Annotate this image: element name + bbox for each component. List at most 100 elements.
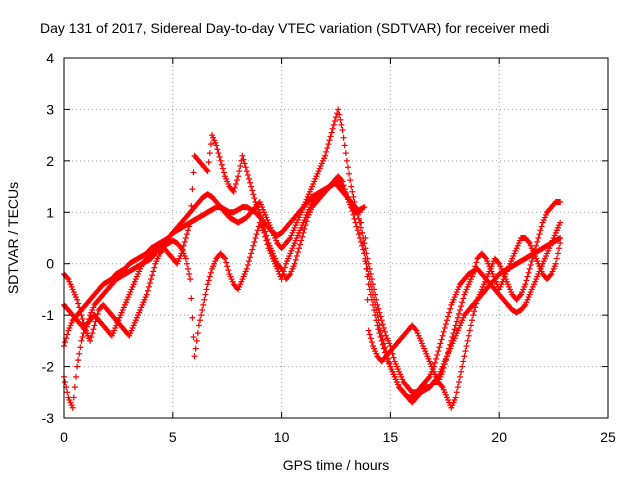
data-point-fill	[459, 299, 466, 306]
data-point-fill	[245, 175, 252, 182]
data-point	[243, 265, 250, 272]
data-point-fill	[80, 319, 87, 326]
data-point-fill	[360, 240, 367, 247]
data-point-fill	[81, 323, 88, 330]
data-point-fill	[450, 330, 457, 337]
data-point-fill	[432, 359, 439, 366]
data-point-fill	[188, 295, 195, 302]
data-point-fill	[375, 305, 382, 312]
data-point	[191, 353, 198, 360]
data-point-fill	[193, 337, 200, 344]
data-point-fill	[277, 264, 284, 271]
data-point-fill	[379, 321, 386, 328]
data-point-fill	[533, 242, 540, 249]
data-point-fill	[76, 304, 83, 311]
data-point-fill	[253, 231, 260, 238]
data-point-fill	[293, 253, 300, 259]
data-point-fill	[179, 246, 186, 253]
data-point-fill	[449, 334, 456, 340]
data-point-fill	[367, 335, 374, 342]
data-point	[457, 307, 464, 313]
data-point-fill	[556, 235, 563, 242]
data-point-fill	[371, 307, 378, 313]
data-point-fill	[249, 246, 256, 253]
data-point-fill	[185, 265, 192, 272]
data-point-fill	[327, 133, 334, 140]
data-point	[470, 271, 477, 277]
data-point	[182, 235, 189, 241]
data-point-fill	[366, 331, 373, 338]
data-point	[378, 337, 385, 344]
x-tick-labels: 0 5 10 15 20 25	[60, 429, 616, 445]
data-point	[200, 301, 207, 308]
data-point	[78, 337, 85, 344]
data-point-fill	[70, 394, 77, 401]
data-point	[243, 168, 250, 175]
series-track-c	[61, 178, 564, 411]
data-point-fill	[251, 238, 258, 245]
data-point	[296, 245, 303, 252]
data-point	[535, 235, 542, 241]
data-point-fill	[538, 223, 545, 230]
data-point-fill	[244, 262, 251, 268]
data-point-fill	[214, 146, 221, 153]
data-point-fill	[462, 348, 469, 355]
data-point-fill	[180, 242, 187, 249]
data-point	[457, 373, 464, 380]
data-point-fill	[303, 218, 310, 225]
data-point-fill	[331, 118, 338, 124]
data-point-fill	[434, 352, 441, 358]
data-point-fill	[186, 271, 193, 277]
data-point-fill	[380, 345, 387, 352]
data-point-fill	[202, 291, 209, 298]
data-point-fill	[64, 274, 71, 281]
data-point-fill	[301, 226, 308, 232]
data-point-fill	[547, 272, 554, 279]
data-point-fill	[344, 164, 351, 171]
data-point	[300, 229, 307, 236]
data-point	[291, 260, 298, 267]
data-point-fill	[342, 190, 349, 196]
data-point	[195, 322, 202, 329]
data-point-fill	[232, 181, 239, 187]
data-point	[69, 404, 76, 411]
data-point-fill	[328, 129, 335, 136]
data-point-fill	[445, 313, 452, 320]
data-point-fill	[446, 309, 453, 316]
data-point-fill	[377, 313, 384, 320]
data-point-fill	[460, 358, 467, 365]
y-tick-label: 1	[46, 204, 54, 220]
data-point-fill	[181, 238, 188, 245]
data-point-fill	[366, 286, 373, 293]
data-point	[378, 317, 385, 324]
data-point-fill	[76, 350, 83, 357]
data-point	[557, 219, 564, 226]
data-point-fill	[440, 328, 447, 335]
data-point-fill	[349, 188, 356, 195]
data-point-fill	[458, 368, 465, 375]
data-point-fill	[62, 339, 69, 346]
data-point	[335, 106, 342, 113]
data-point-fill	[363, 265, 370, 272]
data-point-fill	[145, 283, 152, 290]
data-point-fill	[377, 334, 384, 340]
data-point-fill	[231, 184, 238, 191]
data-point-fill	[88, 334, 95, 340]
data-point	[461, 353, 468, 360]
data-point	[435, 348, 442, 355]
data-point	[339, 178, 346, 185]
data-point	[230, 188, 237, 195]
y-tick-label: -2	[42, 359, 55, 375]
y-tick-label: 0	[46, 256, 54, 272]
data-point-fill	[364, 273, 371, 280]
data-point-fill	[75, 357, 82, 364]
data-point	[339, 127, 346, 133]
data-point-fill	[441, 325, 448, 331]
data-point	[369, 301, 376, 308]
data-point-fill	[93, 314, 100, 321]
data-point	[261, 224, 268, 231]
data-point	[204, 281, 211, 288]
data-point-fill	[292, 256, 299, 263]
data-point-fill	[207, 269, 214, 276]
data-point-fill	[472, 263, 479, 270]
